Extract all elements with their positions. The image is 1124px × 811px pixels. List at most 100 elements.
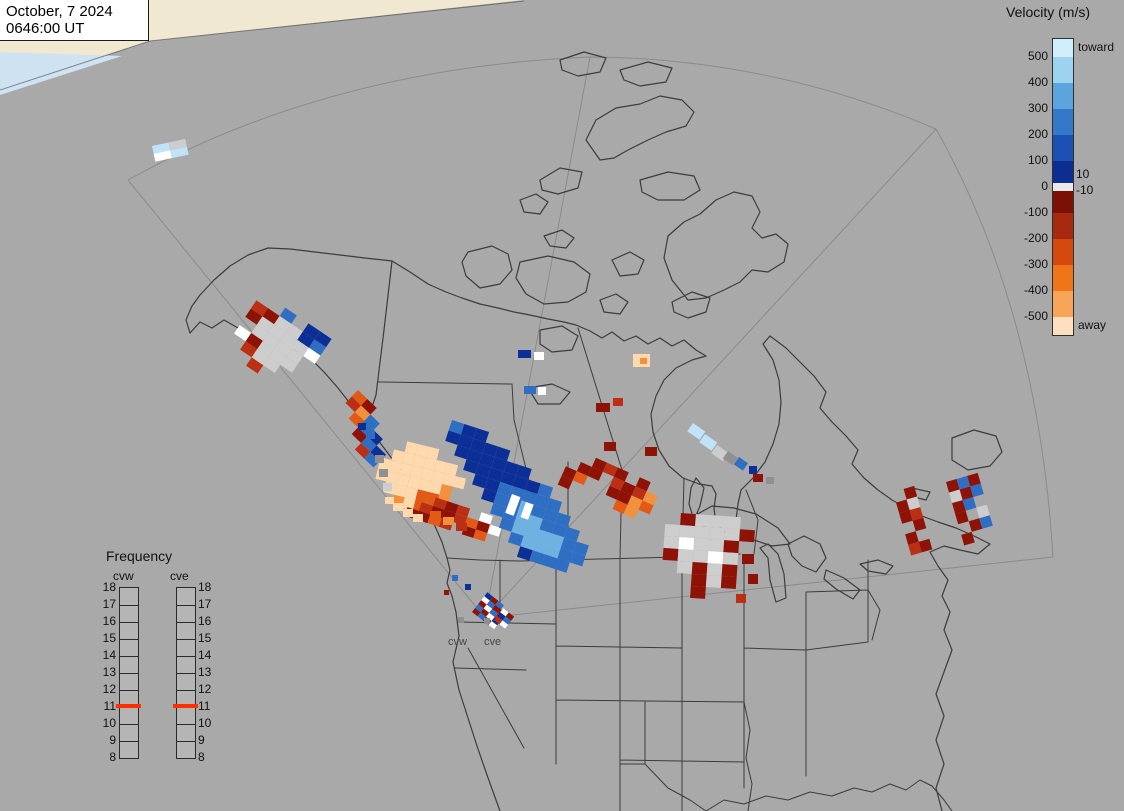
radar-cell-single <box>484 618 490 624</box>
radar-cell <box>545 543 561 559</box>
radar-cell-single <box>403 509 413 517</box>
radar-cell <box>480 608 490 617</box>
velocity-tick-label: -100 <box>1023 205 1048 219</box>
radar-cell <box>699 434 718 451</box>
radar-cell <box>364 414 380 431</box>
radar-cell <box>694 526 711 540</box>
radar-cell-cluster-red-arc-east <box>557 457 658 519</box>
radar-cell <box>946 478 960 493</box>
radar-cell <box>475 463 492 478</box>
radar-cell <box>908 541 922 556</box>
radar-cell <box>394 484 408 498</box>
radar-cell <box>976 504 990 519</box>
frequency-tick-label: 18 <box>198 580 212 594</box>
radar-cell <box>542 508 559 523</box>
radar-cell <box>530 504 547 519</box>
radar-cell-single <box>520 502 534 520</box>
velocity-colorbar-segment <box>1053 39 1073 57</box>
radar-cell <box>268 348 287 365</box>
radar-cell <box>482 442 499 457</box>
radar-cell <box>492 604 501 614</box>
velocity-colorbar-segment <box>1053 239 1073 265</box>
frequency-bar-divider <box>177 673 195 674</box>
radar-cell <box>521 489 538 505</box>
radar-cell <box>753 474 763 482</box>
radar-cell <box>439 483 453 498</box>
velocity-tick-label: 200 <box>1027 127 1048 141</box>
radar-cell <box>314 331 332 348</box>
radar-cell <box>560 537 577 552</box>
frequency-bar-divider <box>120 673 138 674</box>
radar-cell <box>393 503 403 511</box>
radar-cell-cluster-origin-cluster-b <box>494 608 515 629</box>
radar-cell <box>478 600 487 609</box>
radar-cell <box>483 604 493 613</box>
radar-cell <box>537 483 554 499</box>
radar-cell <box>354 442 371 459</box>
radar-cell <box>912 517 927 532</box>
radar-cell <box>555 512 572 527</box>
radar-cell <box>515 465 532 480</box>
radar-cell <box>722 451 738 466</box>
radar-cell <box>532 539 549 555</box>
radar-cell-single <box>366 431 375 439</box>
radar-cell <box>723 540 740 554</box>
frequency-tick-label: 14 <box>198 648 212 662</box>
radar-cell <box>345 396 362 412</box>
radar-cell <box>286 348 304 365</box>
radar-cell <box>620 481 636 496</box>
radar-cell <box>268 324 286 341</box>
radar-cell <box>733 457 749 471</box>
frequency-bar-divider <box>120 622 138 623</box>
radar-cell <box>664 523 681 537</box>
radar-cell <box>679 525 696 539</box>
radar-cell <box>642 491 658 506</box>
radar-cell <box>979 515 993 529</box>
radar-cell <box>473 428 490 443</box>
frequency-col-cve: cve <box>170 569 189 583</box>
radar-cell <box>690 573 707 587</box>
radar-cell <box>959 486 974 501</box>
velocity-tick-label: 400 <box>1027 75 1048 89</box>
frequency-bar-divider <box>120 639 138 640</box>
radar-cell <box>587 466 603 481</box>
velocity-tick-label: -400 <box>1023 283 1048 297</box>
radar-cell <box>396 473 411 487</box>
radar-cell <box>739 529 755 543</box>
frequency-legend-title: Frequency <box>106 548 173 564</box>
radar-cell-cluster-east-east-strip <box>946 472 993 546</box>
radar-cell-single <box>379 469 388 477</box>
alaska-north-path <box>185 247 393 334</box>
radar-cell <box>486 612 495 621</box>
radar-cell <box>529 550 546 565</box>
mlt-wedge-blue <box>0 52 122 95</box>
radar-cell-single <box>444 590 449 595</box>
radar-cell <box>399 462 413 477</box>
radar-cell <box>538 387 546 395</box>
frequency-tick-label: 15 <box>198 631 212 645</box>
radar-cell <box>541 554 558 569</box>
radar-cell <box>505 612 515 621</box>
radar-fan-path <box>127 56 1054 619</box>
radar-cell <box>262 308 280 325</box>
radar-cell <box>749 466 757 474</box>
radar-cell <box>442 473 456 487</box>
velocity-colorbar-segment <box>1053 183 1073 191</box>
radar-cell <box>524 479 541 494</box>
radar-cell <box>554 558 570 573</box>
radar-cell <box>402 451 416 466</box>
radar-cell <box>404 441 419 455</box>
velocity-inner-tick-label: -10 <box>1076 183 1094 197</box>
radar-cell-single <box>456 523 467 531</box>
radar-cell <box>402 497 416 511</box>
radar-cell <box>612 499 628 514</box>
radar-cell <box>464 517 479 530</box>
radar-cell <box>906 496 921 511</box>
frequency-tick-label: 13 <box>102 665 116 679</box>
frequency-tick-label: 15 <box>102 631 116 645</box>
velocity-colorbar-segment <box>1053 57 1073 83</box>
radar-cell <box>640 358 647 364</box>
radar-cell <box>616 490 632 505</box>
velocity-colorbar-segment <box>1053 291 1073 317</box>
frequency-bar-cvw <box>119 587 139 759</box>
